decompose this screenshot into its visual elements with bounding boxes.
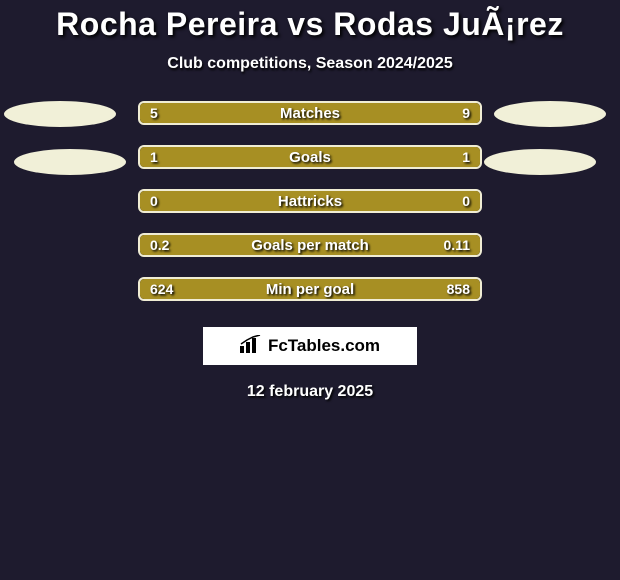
comparison-card: Rocha Pereira vs Rodas JuÃ¡rez Club comp… (0, 0, 620, 580)
stat-bar-fill-left (140, 235, 358, 255)
stat-bar: 00Hattricks (138, 189, 482, 213)
player-right-ellipse (494, 101, 606, 127)
stat-bar-fill-right (358, 235, 480, 255)
stat-bar-fill-left (140, 103, 262, 123)
logo-text: FcTables.com (268, 336, 380, 356)
player-right-ellipse (484, 149, 596, 175)
player-left-ellipse (14, 149, 126, 175)
chart-icon (240, 335, 262, 358)
page-title: Rocha Pereira vs Rodas JuÃ¡rez (56, 6, 564, 43)
stat-bar: 11Goals (138, 145, 482, 169)
stat-bar-fill-left (140, 191, 480, 211)
logo-box: FcTables.com (203, 327, 417, 365)
date-line: 12 february 2025 (247, 383, 373, 401)
stat-bar: 59Matches (138, 101, 482, 125)
stat-bar-fill-right (283, 279, 480, 299)
stat-bar: 0.20.11Goals per match (138, 233, 482, 257)
stat-bar-fill-right (262, 103, 480, 123)
chart-stage: 59Matches 11Goals 00Hattricks 0.20.11Goals … (0, 101, 620, 301)
stat-bar-fill-left (140, 279, 283, 299)
bars-container: 59Matches 11Goals 00Hattricks 0.20.11Goals … (138, 101, 482, 301)
stat-bar: 624858Min per goal (138, 277, 482, 301)
stat-bar-fill-left (140, 147, 480, 167)
player-left-ellipse (4, 101, 116, 127)
page-subtitle: Club competitions, Season 2024/2025 (167, 55, 452, 73)
